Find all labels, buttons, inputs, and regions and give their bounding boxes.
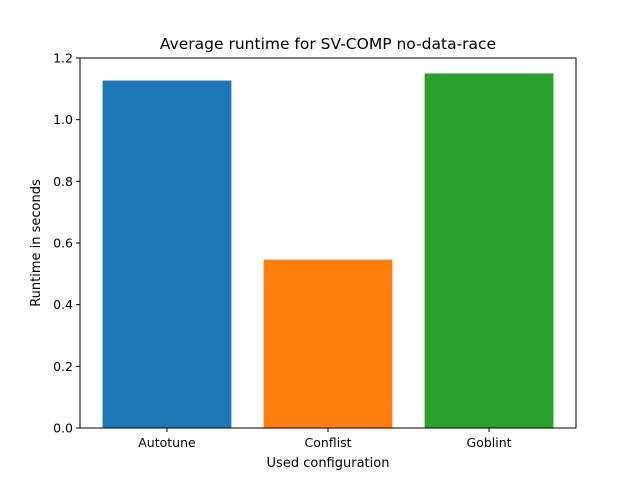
y-tick-label: 1.0	[53, 112, 73, 127]
plot-frame	[79, 57, 577, 429]
x-axis-ticks: Autotune Conflist Goblint	[138, 428, 512, 450]
x-axis-label: Used configuration	[267, 456, 390, 471]
bars-layer	[102, 73, 554, 429]
x-tick-label: Conflist	[304, 435, 351, 450]
y-tick-label: 0.0	[53, 421, 73, 436]
y-tick-label: 0.4	[53, 297, 73, 312]
bar-goblint	[424, 73, 554, 429]
chart-title: Average runtime for SV-COMP no-data-race	[160, 35, 496, 53]
bar-autotune	[102, 80, 232, 428]
x-tick-label: Goblint	[467, 435, 512, 450]
x-tick-label: Autotune	[138, 435, 196, 450]
y-axis-ticks: 0.0 0.2 0.4 0.6 0.8 1.0 1.2	[53, 51, 80, 436]
y-tick-label: 0.2	[53, 359, 73, 374]
y-axis-label: Runtime in seconds	[29, 179, 44, 307]
y-tick-label: 1.2	[53, 51, 73, 66]
y-tick-label: 0.6	[53, 236, 73, 251]
y-tick-label: 0.8	[53, 174, 73, 189]
bar-conflist	[263, 259, 393, 428]
